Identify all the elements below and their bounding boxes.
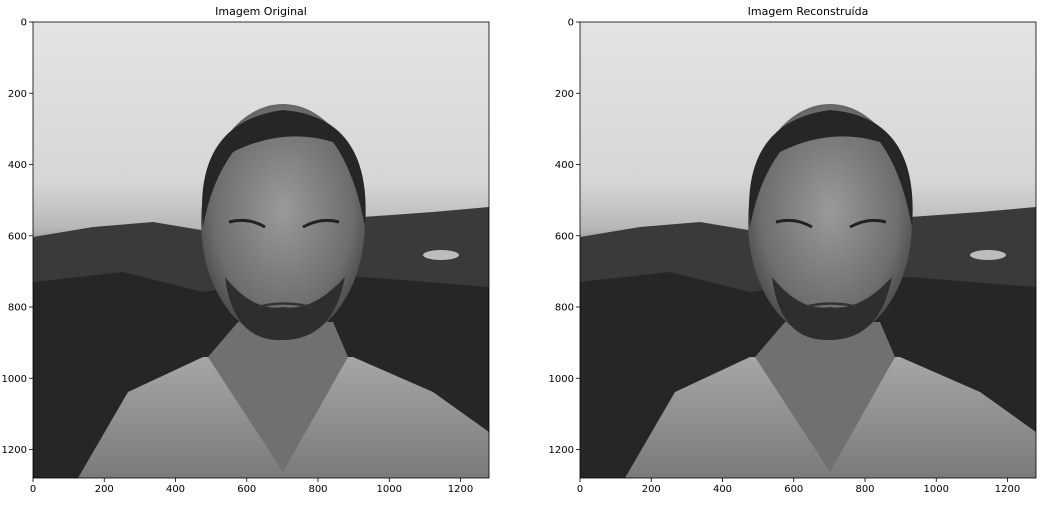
image [580,22,1036,478]
x-tick-label: 600 [237,484,256,495]
x-tick-label: 1200 [995,484,1020,495]
x-tick-label: 200 [642,484,661,495]
x-tick-label: 600 [784,484,803,495]
x-tick-label: 1000 [377,484,402,495]
x-tick-label: 200 [95,484,114,495]
y-tick-label: 400 [555,160,574,171]
x-tick-label: 1000 [924,484,949,495]
chart-title: Imagem Original [215,5,307,18]
axes-frame [579,21,1037,479]
x-tick-label: 0 [577,484,583,495]
axes-frame [32,21,490,479]
y-tick-label: 1200 [2,445,27,456]
x-tick-label: 800 [308,484,327,495]
y-tick-label: 0 [568,18,574,29]
y-tick-label: 1000 [2,374,27,385]
y-tick-label: 1200 [549,445,574,456]
y-tick-label: 400 [8,160,27,171]
image [33,22,489,478]
x-tick-label: 400 [166,484,185,495]
x-tick-label: 800 [855,484,874,495]
y-tick-label: 600 [555,231,574,242]
x-tick-label: 1200 [448,484,473,495]
y-tick-label: 1000 [549,374,574,385]
x-tick-label: 400 [713,484,732,495]
y-tick-label: 0 [21,18,27,29]
x-tick-label: 0 [30,484,36,495]
y-tick-label: 800 [555,303,574,314]
chart-title: Imagem Reconstruída [748,5,869,18]
y-tick-label: 800 [8,303,27,314]
y-tick-label: 200 [8,89,27,100]
y-tick-label: 200 [555,89,574,100]
y-tick-label: 600 [8,231,27,242]
